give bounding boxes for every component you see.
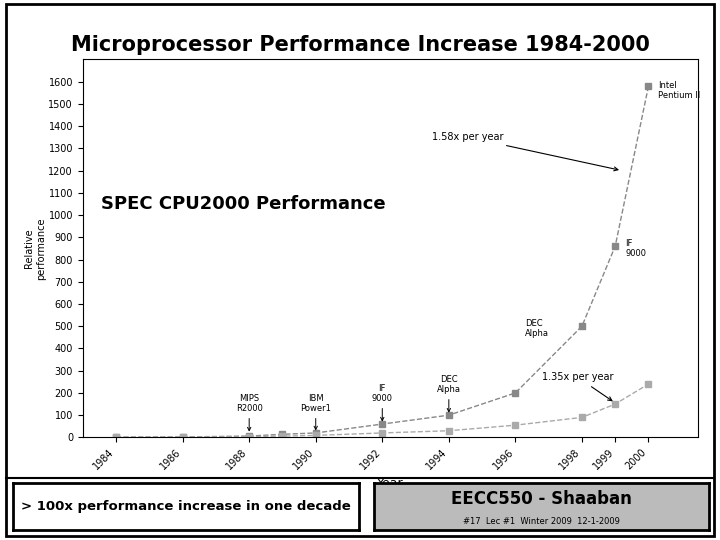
Text: DEC
Alpha: DEC Alpha: [526, 319, 549, 338]
Text: #17  Lec #1  Winter 2009  12-1-2009: #17 Lec #1 Winter 2009 12-1-2009: [464, 517, 620, 526]
Text: Intel
Pentium II: Intel Pentium II: [659, 81, 701, 100]
Text: DEC
Alpha: DEC Alpha: [437, 375, 461, 411]
Text: MIPS
R2000: MIPS R2000: [235, 394, 263, 430]
X-axis label: Year: Year: [377, 477, 404, 490]
Text: EECC550 - Shaaban: EECC550 - Shaaban: [451, 490, 632, 508]
Text: Microprocessor Performance Increase 1984-2000: Microprocessor Performance Increase 1984…: [71, 35, 649, 55]
Y-axis label: Relative
performance: Relative performance: [24, 217, 45, 280]
Text: SPEC CPU2000 Performance: SPEC CPU2000 Performance: [102, 195, 386, 213]
Text: IF
9000: IF 9000: [625, 239, 646, 258]
Text: IF
9000: IF 9000: [372, 383, 393, 421]
Text: 1.35x per year: 1.35x per year: [542, 373, 613, 401]
Text: IBM
Power1: IBM Power1: [300, 394, 331, 429]
Text: 1.58x per year: 1.58x per year: [432, 132, 618, 171]
Text: > 100x performance increase in one decade: > 100x performance increase in one decad…: [21, 500, 351, 513]
